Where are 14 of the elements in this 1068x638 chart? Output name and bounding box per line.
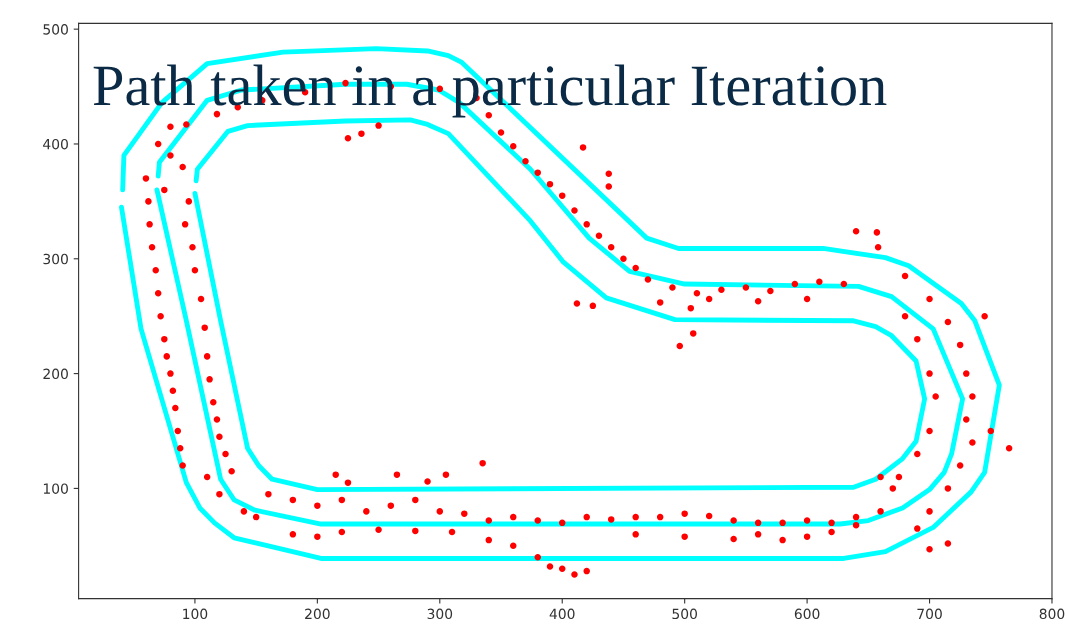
y-tick-label: 400	[43, 138, 68, 150]
y-tick-label: 200	[43, 368, 68, 380]
x-tick-label: 300	[427, 608, 453, 620]
x-tick-label: 400	[549, 608, 575, 620]
y-tick-label: 300	[43, 253, 68, 265]
y-tick-label: 100	[43, 483, 68, 494]
line-series	[192, 117, 928, 492]
x-tick-label: 600	[794, 608, 820, 620]
x-tick-label: 200	[305, 608, 330, 620]
y-tick-label: 500	[43, 24, 68, 35]
x-tick-label: 800	[1039, 608, 1065, 620]
x-tick-label: 500	[672, 608, 697, 620]
x-tick-label: 700	[917, 608, 942, 620]
x-tick-label: 100	[183, 608, 208, 620]
